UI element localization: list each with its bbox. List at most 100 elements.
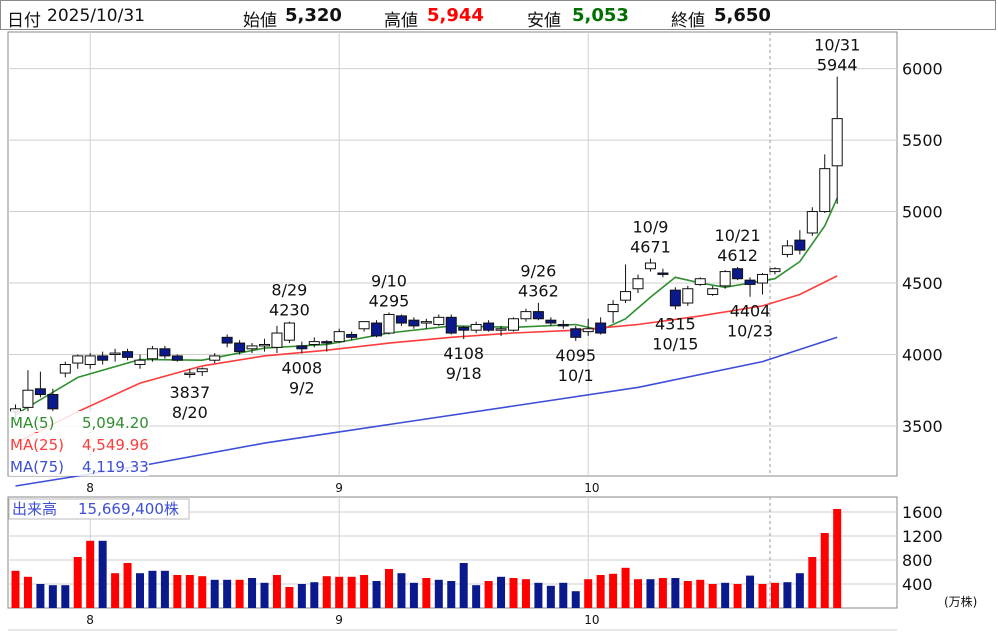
candle: [557, 320, 569, 329]
volume-bar: [746, 575, 755, 608]
candle: [122, 348, 134, 361]
candle: [483, 320, 495, 332]
annotation-date: 10/31: [814, 36, 860, 55]
candle: [657, 268, 669, 278]
candle-body: [632, 278, 644, 290]
annotation-price: 4671: [630, 238, 671, 257]
candle-body: [707, 288, 719, 295]
candle: [433, 314, 445, 326]
volume-bar: [808, 557, 817, 608]
price-tick-label: 4000: [902, 345, 943, 364]
candle: [620, 264, 632, 304]
volume-bar: [260, 582, 269, 608]
candle: [321, 340, 333, 352]
volume-bar: [297, 584, 306, 608]
volume-bar: [360, 575, 369, 608]
volume-bar: [609, 573, 618, 608]
candle-body: [570, 328, 582, 338]
volume-bar: [783, 582, 792, 608]
candle-body: [732, 268, 744, 280]
ma-legend: MA(5) 5,094.20 MA(25) 4,549.96 MA(75) 4,119.3…: [9, 411, 149, 476]
candle-body: [819, 168, 831, 213]
candle: [707, 285, 719, 296]
volume-bar: [596, 575, 605, 608]
candle: [296, 341, 308, 354]
candle-body: [694, 278, 706, 285]
volume-bar: [733, 584, 742, 608]
volume-bar: [409, 582, 418, 608]
volume-bar: [98, 540, 107, 608]
volume-axis: 400 800 1200 1600 (万株) 8 9 10: [8, 503, 977, 631]
candle-body: [308, 341, 320, 345]
annotation-price: 4404: [730, 302, 771, 321]
candle-body: [806, 211, 818, 234]
candle-body: [34, 388, 46, 396]
candle: [732, 267, 744, 281]
candle-body: [495, 328, 507, 331]
candle-body: [433, 316, 445, 325]
annotation-date: 8/29: [271, 281, 307, 300]
volume-bar: [546, 585, 555, 608]
volume-bar: [160, 570, 169, 608]
volume-tick-label: 800: [902, 551, 933, 570]
volume-unit-label: (万株): [944, 594, 977, 609]
candle-body: [22, 389, 34, 408]
annotation-price: 4008: [281, 358, 322, 377]
candle: [595, 317, 607, 335]
close-label: 終値: [671, 11, 705, 31]
candle-body: [781, 245, 793, 255]
volume-month-tick-label: 9: [335, 613, 343, 627]
volume-bar: [173, 575, 182, 608]
volume-bar: [335, 576, 344, 608]
candle: [582, 318, 594, 336]
annotation-price: 4612: [717, 246, 758, 265]
volume-bar: [86, 540, 95, 608]
volume-tick-label: 400: [902, 575, 933, 594]
candle: [458, 325, 470, 340]
candle-body: [682, 288, 694, 304]
candle: [831, 76, 843, 204]
candle-body: [669, 289, 681, 307]
price-tick-label: 4500: [902, 274, 943, 293]
volume-tick-label: 1200: [902, 527, 943, 546]
volume-month-tick-label: 10: [584, 613, 599, 627]
candle: [358, 321, 370, 332]
candle: [470, 321, 482, 334]
candle: [570, 325, 582, 341]
volume-bar: [795, 573, 804, 608]
annotation-date: 9/26: [520, 262, 556, 281]
candle-body: [271, 332, 283, 348]
ma-line-25: [15, 275, 838, 444]
candle: [420, 318, 432, 329]
candle-body: [445, 316, 457, 334]
volume-bar: [484, 581, 493, 608]
candle: [781, 240, 793, 258]
candle-body: [470, 323, 482, 331]
ma-legend-value: 5,094.20: [82, 414, 149, 432]
candle: [769, 267, 781, 275]
candle-body: [246, 345, 258, 350]
candle: [346, 331, 358, 341]
volume-bar: [434, 579, 443, 608]
volume-bar: [658, 578, 667, 608]
volume-bar: [584, 579, 593, 608]
volume-bar: [708, 584, 717, 608]
candle-body: [97, 355, 109, 361]
volume-bar: [683, 581, 692, 608]
candle: [184, 368, 196, 378]
candle: [395, 314, 407, 326]
ma-legend-bg: [9, 433, 149, 454]
candle: [97, 351, 109, 365]
volume-legend: 出来高 15,669,400株: [8, 498, 190, 520]
volume-legend-bg: [8, 498, 190, 520]
month-tick-label: 9: [335, 481, 343, 495]
candle: [209, 353, 221, 364]
price-axis: 3500 4000 4500 5000 5500 6000 8 9 10: [86, 60, 943, 495]
volume-bar: [73, 557, 82, 608]
